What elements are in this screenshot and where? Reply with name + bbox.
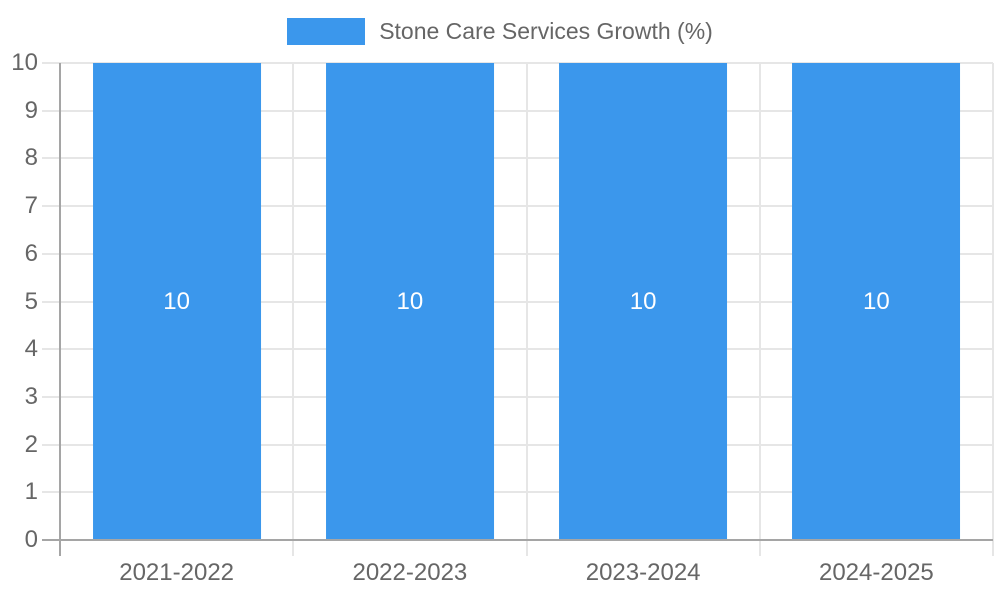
bar-value-label: 10	[163, 287, 190, 315]
x-axis-tick	[758, 540, 761, 556]
legend-label: Stone Care Services Growth (%)	[379, 18, 713, 44]
bar-value-label: 10	[396, 287, 424, 315]
y-axis-tick	[42, 539, 60, 541]
y-axis-tick	[42, 300, 60, 303]
gridline-v	[525, 63, 528, 540]
gridline-h	[60, 539, 993, 541]
x-axis-tick	[992, 540, 994, 556]
x-axis-tick	[59, 540, 61, 556]
x-axis-labels: 2021-2022 2022-2023 2023-2024 2024-2025	[60, 559, 993, 591]
y-axis-tick-label: 3	[24, 382, 38, 410]
gridline-v	[992, 63, 994, 540]
y-axis-tick-label: 8	[24, 144, 38, 172]
y-axis-tick	[42, 62, 60, 64]
gridline-v	[292, 63, 295, 540]
bar: 10	[92, 63, 261, 540]
gridline-v	[758, 63, 761, 540]
x-axis-category-label: 2024-2025	[818, 559, 934, 586]
y-axis-tick-label: 10	[11, 49, 38, 76]
x-axis-tick	[525, 540, 528, 556]
gridline-v	[59, 63, 61, 540]
x-axis-tick	[292, 540, 295, 556]
bar: 10	[325, 63, 494, 540]
y-axis-tick-label: 0	[24, 526, 38, 553]
bar: 10	[559, 63, 728, 540]
y-axis-tick	[42, 348, 60, 351]
y-axis-tick	[42, 491, 60, 494]
bar-value-label: 10	[863, 287, 890, 315]
y-axis-tick-label: 2	[24, 430, 38, 458]
y-axis-tick	[42, 109, 60, 112]
x-axis-category-label: 2022-2023	[352, 559, 468, 586]
y-axis-tick	[42, 252, 60, 255]
bar-value-label: 10	[629, 287, 657, 315]
y-axis-tick-label: 1	[24, 478, 38, 506]
y-axis-tick	[42, 395, 60, 398]
y-axis-tick-label: 6	[24, 239, 38, 267]
chart-legend: Stone Care Services Growth (%)	[0, 18, 1000, 45]
y-axis-tick	[42, 443, 60, 446]
y-axis-tick-label: 9	[24, 96, 38, 124]
bar: 10	[792, 63, 961, 540]
plot-area: 0 1 2 3 4 5 6 7 8 9 10 10 10 10 10	[11, 49, 994, 556]
y-axis-tick-label: 7	[24, 192, 38, 220]
y-axis-tick	[42, 157, 60, 160]
y-axis-tick	[42, 205, 60, 208]
y-axis-tick-label: 4	[24, 335, 38, 363]
legend-swatch	[287, 18, 366, 45]
x-axis-category-label: 2021-2022	[119, 559, 235, 586]
x-axis-category-label: 2023-2024	[585, 559, 701, 586]
y-axis-tick-label: 5	[24, 287, 38, 315]
